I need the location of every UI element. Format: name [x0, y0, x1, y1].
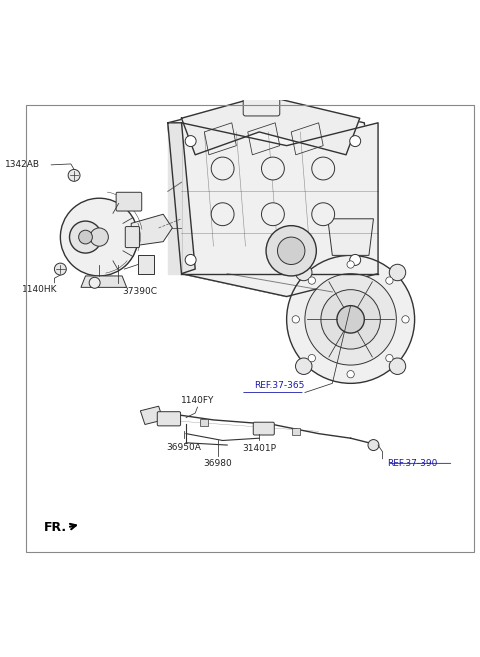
Text: 1140HK: 1140HK [22, 285, 58, 294]
FancyBboxPatch shape [292, 428, 300, 435]
Circle shape [60, 198, 138, 276]
FancyBboxPatch shape [125, 227, 140, 248]
Circle shape [389, 358, 406, 374]
Circle shape [368, 440, 379, 451]
Circle shape [350, 254, 360, 265]
FancyBboxPatch shape [157, 412, 180, 426]
Polygon shape [328, 219, 373, 256]
Text: 36950A: 36950A [167, 443, 201, 452]
Circle shape [321, 290, 380, 349]
Circle shape [337, 306, 364, 333]
Circle shape [54, 263, 66, 275]
Circle shape [308, 277, 315, 284]
Circle shape [386, 355, 393, 362]
Circle shape [389, 264, 406, 281]
Circle shape [386, 277, 393, 284]
FancyBboxPatch shape [200, 419, 208, 426]
Circle shape [312, 157, 335, 180]
Polygon shape [140, 406, 163, 424]
Circle shape [296, 264, 312, 281]
Circle shape [90, 228, 108, 246]
FancyBboxPatch shape [243, 98, 280, 116]
Circle shape [262, 203, 284, 225]
Text: 36980: 36980 [204, 459, 232, 468]
Polygon shape [168, 123, 195, 274]
Text: 1140FY: 1140FY [181, 396, 214, 405]
Circle shape [68, 170, 80, 181]
Circle shape [347, 261, 354, 268]
Polygon shape [168, 100, 378, 296]
Polygon shape [81, 276, 127, 287]
Text: 31401P: 31401P [242, 443, 276, 453]
Circle shape [185, 254, 196, 265]
Circle shape [211, 157, 234, 180]
Polygon shape [181, 123, 378, 296]
Circle shape [70, 221, 101, 253]
Circle shape [89, 277, 100, 288]
Circle shape [287, 256, 415, 383]
Text: REF.37-390: REF.37-390 [387, 459, 438, 468]
Text: 37390C: 37390C [122, 287, 157, 296]
Circle shape [312, 203, 335, 225]
Circle shape [292, 316, 300, 323]
Circle shape [211, 203, 234, 225]
Circle shape [402, 316, 409, 323]
Circle shape [262, 157, 284, 180]
Circle shape [350, 135, 360, 147]
Circle shape [185, 135, 196, 147]
Circle shape [296, 358, 312, 374]
Text: FR.: FR. [44, 521, 68, 534]
Polygon shape [168, 123, 181, 274]
Circle shape [305, 274, 396, 365]
Circle shape [79, 230, 92, 244]
Circle shape [308, 355, 315, 362]
Circle shape [277, 237, 305, 265]
Polygon shape [181, 95, 360, 155]
Text: REF.37-365: REF.37-365 [254, 381, 305, 390]
Polygon shape [138, 256, 154, 274]
Circle shape [266, 225, 316, 276]
Text: 1342AB: 1342AB [5, 160, 40, 170]
FancyBboxPatch shape [116, 193, 142, 211]
FancyBboxPatch shape [253, 422, 274, 435]
Polygon shape [131, 214, 172, 246]
Circle shape [347, 371, 354, 378]
